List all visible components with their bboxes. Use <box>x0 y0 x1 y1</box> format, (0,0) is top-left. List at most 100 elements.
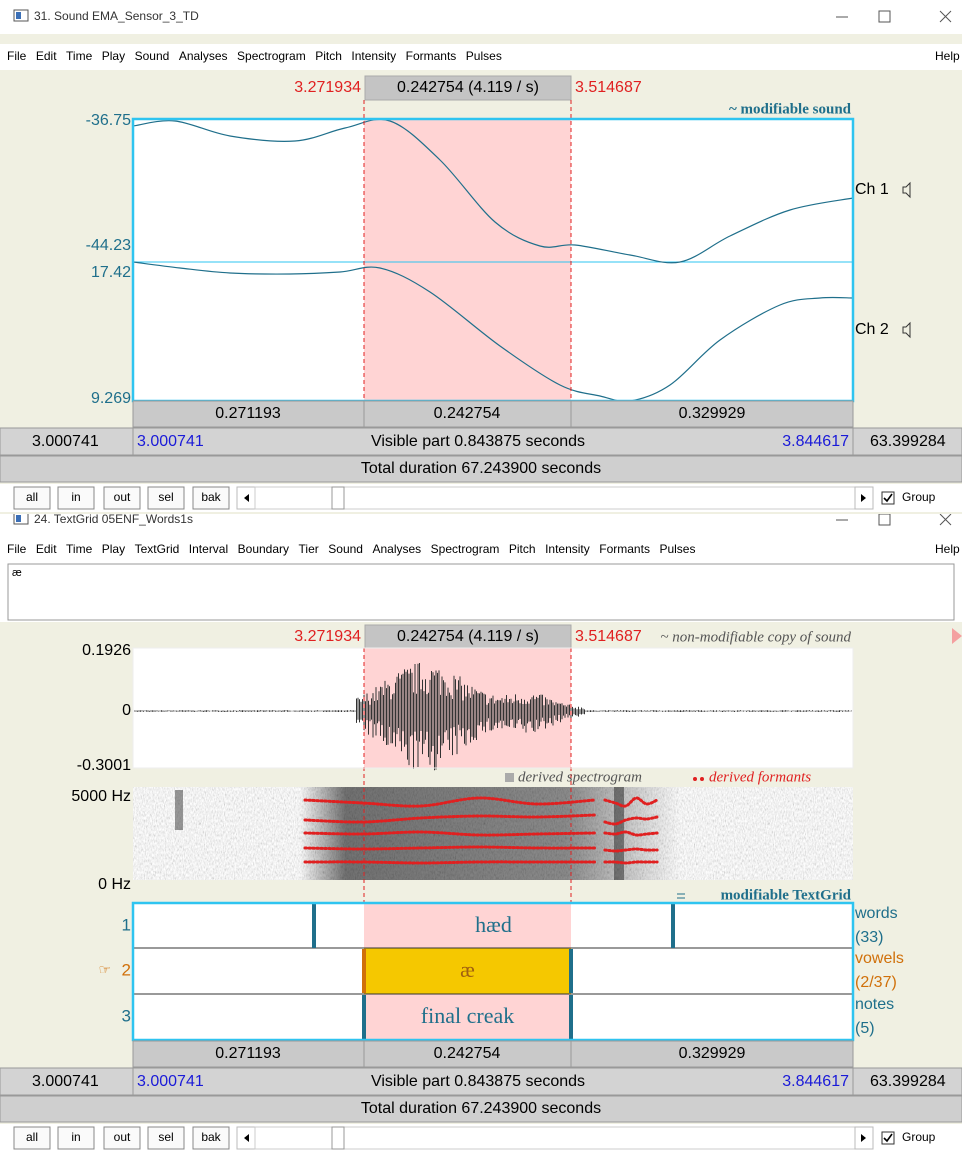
menu-item[interactable]: Analyses <box>372 542 421 556</box>
spectrogram-icon <box>505 773 514 782</box>
zoom-button-label: in <box>71 490 80 504</box>
duration-label: 0.329929 <box>679 405 746 422</box>
zoom-button-label: all <box>26 490 38 504</box>
menu-item[interactable]: Intensity <box>351 49 396 63</box>
duration-label: 0.242754 <box>434 405 501 422</box>
spectrogram-label: derived spectrogram <box>518 769 642 785</box>
menu-item[interactable]: Spectrogram <box>431 542 500 556</box>
tier-count: (33) <box>855 929 883 946</box>
spectrogram-burst <box>175 790 183 830</box>
interval-text: hæd <box>475 912 512 937</box>
tier-pointer: ☞ <box>98 962 111 978</box>
duration-label: 0.271193 <box>215 1045 281 1062</box>
sound-zero: 0 <box>122 702 131 719</box>
selection-duration: 0.242754 (4.119 / s) <box>397 628 539 645</box>
duration-label: 0.242754 <box>434 1045 501 1062</box>
total-duration: Total duration 67.243900 seconds <box>361 1100 601 1117</box>
visible-start: 3.000741 <box>32 1073 99 1090</box>
app-icon-bar <box>16 515 21 522</box>
visible-end: 63.399284 <box>870 1073 946 1090</box>
window-title: 24. TextGrid 05ENF_Words1s <box>34 512 193 526</box>
menu-item[interactable]: File <box>7 49 27 63</box>
menu-item[interactable]: Pulses <box>466 49 502 63</box>
duration-label: 0.271193 <box>215 405 281 422</box>
sound-min: -0.3001 <box>77 757 131 774</box>
menu-item[interactable]: Sound <box>328 542 363 556</box>
menu-item[interactable]: Intensity <box>545 542 590 556</box>
visible-start: 3.000741 <box>32 433 99 450</box>
menu-item[interactable]: Pulses <box>659 542 695 556</box>
sound-window: 31. Sound EMA_Sensor_3_TD File Edit Time Pla… <box>0 0 962 514</box>
channel-name[interactable]: Ch 1 <box>855 181 889 198</box>
textgrid-window: 24. TextGrid 05ENF_Words1s File Edit Time Pl… <box>0 503 962 1152</box>
group-checkbox[interactable] <box>882 492 894 504</box>
interval-text: æ <box>460 957 475 982</box>
menu-item[interactable]: Spectrogram <box>237 49 306 63</box>
zoom-button-label: in <box>71 1130 80 1144</box>
visible-part: Visible part 0.843875 seconds <box>371 433 585 450</box>
channel-max: 17.42 <box>91 264 131 281</box>
menu-item[interactable]: Pitch <box>315 49 342 63</box>
scroll-track <box>255 1127 855 1149</box>
sound-max: 0.1926 <box>82 642 131 659</box>
scroll-thumb[interactable] <box>332 1127 344 1149</box>
window-title: 31. Sound EMA_Sensor_3_TD <box>34 9 199 23</box>
zoom-button-label: bak <box>201 1130 221 1144</box>
menu-item[interactable]: Pitch <box>509 542 536 556</box>
text-field[interactable] <box>8 564 954 620</box>
zoom-button-label: sel <box>158 490 173 504</box>
duration-label: 0.329929 <box>679 1045 746 1062</box>
menu-item[interactable]: Play <box>102 542 125 556</box>
menu-item[interactable]: Tier <box>299 542 319 556</box>
channel-max: -36.75 <box>86 112 131 129</box>
menu-item[interactable]: Help <box>935 542 960 556</box>
menu-item[interactable]: Sound <box>135 49 170 63</box>
total-duration: Total duration 67.243900 seconds <box>361 460 601 477</box>
selection-highlight <box>364 119 571 401</box>
menu-item[interactable]: File <box>7 542 27 556</box>
formants-label: derived formants <box>709 769 811 785</box>
menu-item[interactable]: Time <box>66 49 93 63</box>
tier-number: 1 <box>122 915 131 934</box>
formant-track <box>605 862 657 863</box>
menu-item[interactable]: Edit <box>36 542 57 556</box>
group-label: Group <box>902 1130 936 1144</box>
selection-end: 3.514687 <box>575 79 642 96</box>
zoom-button-label: sel <box>158 1130 173 1144</box>
menu-item[interactable]: Boundary <box>238 542 289 556</box>
tier-number: 2 <box>122 960 131 979</box>
menu-item[interactable]: Time <box>66 542 93 556</box>
scroll-track <box>255 487 855 509</box>
zoom-button-label: out <box>114 1130 131 1144</box>
selection-start: 3.271934 <box>294 628 361 645</box>
group-label: Group <box>902 490 936 504</box>
scroll-thumb[interactable] <box>332 487 344 509</box>
channel-name[interactable]: Ch 2 <box>855 321 889 338</box>
tier-name: vowels <box>855 950 904 967</box>
channel-min: 9.269 <box>91 390 131 407</box>
menu-item[interactable]: Analyses <box>179 49 228 63</box>
channel-min: -44.23 <box>86 237 131 254</box>
window-end: 3.844617 <box>782 1073 849 1090</box>
selection-end: 3.514687 <box>575 628 642 645</box>
window-start: 3.000741 <box>137 433 204 450</box>
interval-text: final creak <box>421 1003 514 1028</box>
sound-label: ~ modifiable sound <box>729 101 852 117</box>
menu-item[interactable]: TextGrid <box>135 542 180 556</box>
menu-item[interactable]: Formants <box>599 542 650 556</box>
formant-icon <box>700 777 704 781</box>
zoom-button-label: all <box>26 1130 38 1144</box>
menu-item[interactable]: Interval <box>189 542 228 556</box>
group-checkbox[interactable] <box>882 1132 894 1144</box>
screen: 24. TextGrid 05ENF_Words1s File Edit Time Pl… <box>0 0 962 1153</box>
formant-track <box>305 862 595 863</box>
menu-item[interactable]: Play <box>102 49 125 63</box>
tier-name: words <box>854 905 898 922</box>
menu-item[interactable]: Help <box>935 49 960 63</box>
tier-count: (5) <box>855 1020 875 1037</box>
menu-item[interactable]: Edit <box>36 49 57 63</box>
spectrogram-min: 0 Hz <box>98 876 131 893</box>
menu-item[interactable]: Formants <box>406 49 457 63</box>
zoom-button-label: out <box>114 490 131 504</box>
tier-number: 3 <box>122 1006 131 1025</box>
